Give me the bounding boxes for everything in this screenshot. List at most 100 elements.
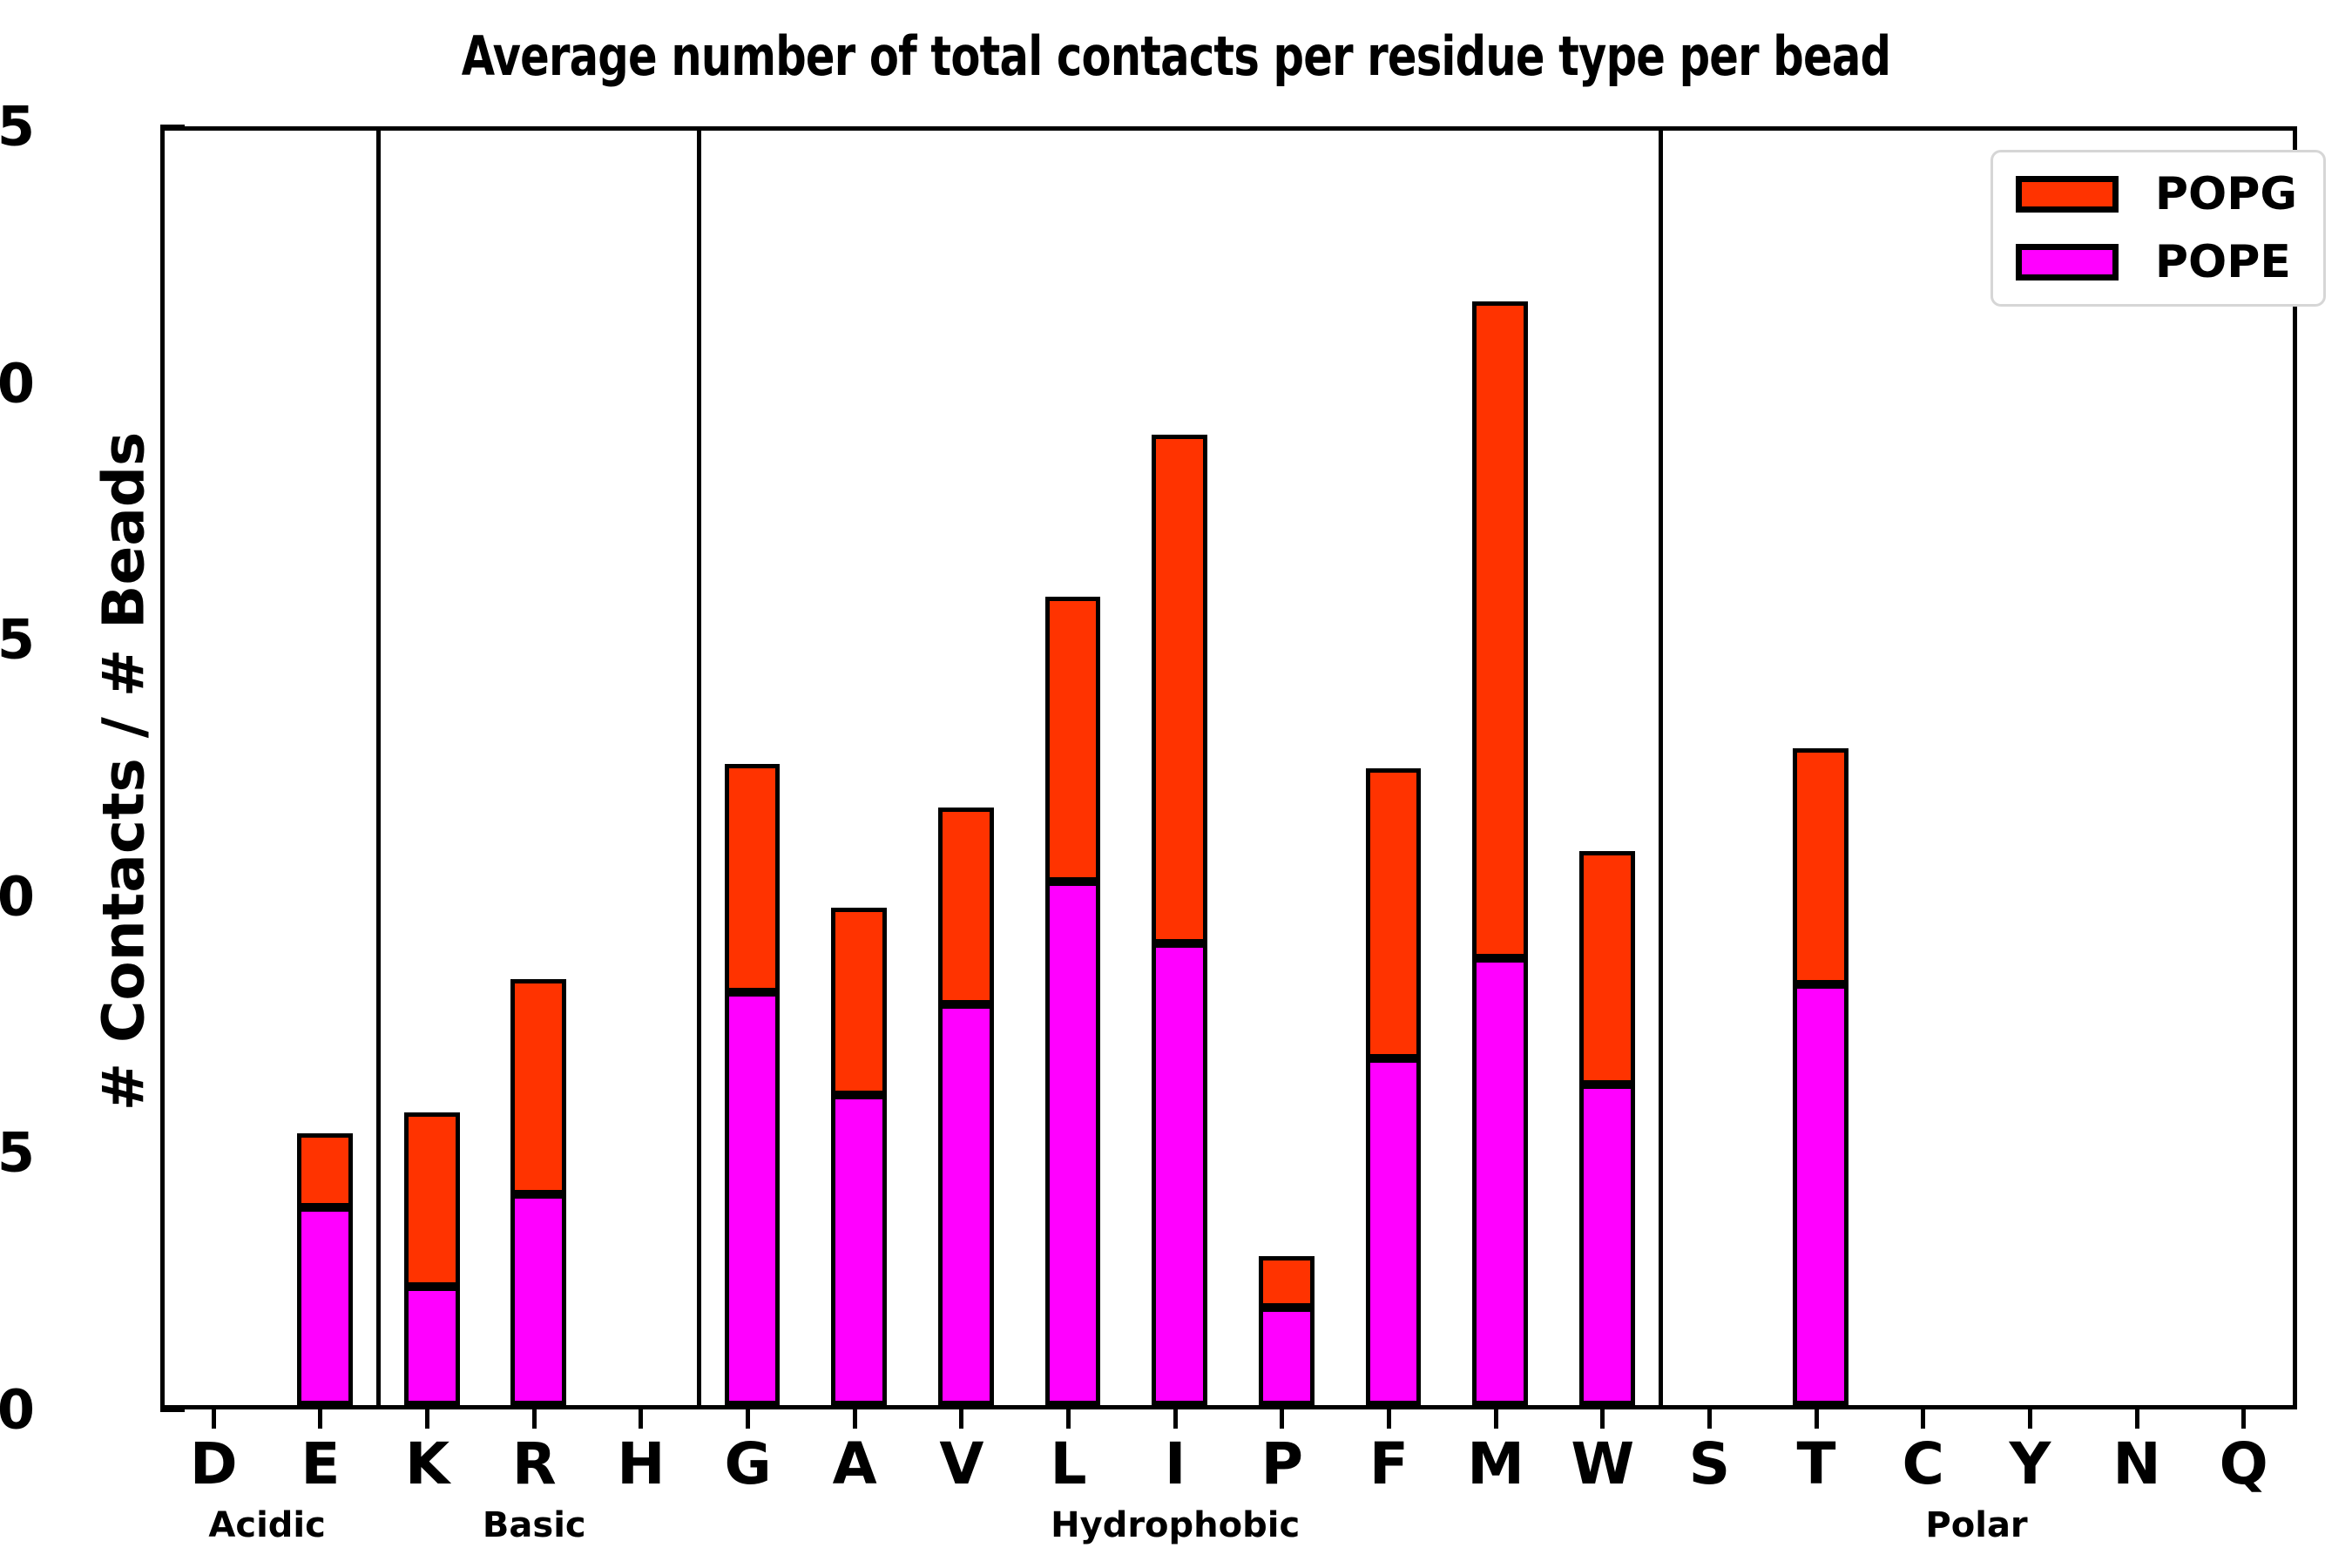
bar-segment-pope-A bbox=[831, 1094, 888, 1405]
x-tick-label-V: V bbox=[939, 1430, 984, 1497]
x-tick-label-L: L bbox=[1050, 1430, 1087, 1497]
x-tick-label-S: S bbox=[1688, 1430, 1731, 1497]
bar-segment-popg-F bbox=[1365, 768, 1422, 1059]
bar-G[interactable] bbox=[724, 763, 781, 1405]
bar-segment-pope-K bbox=[403, 1287, 460, 1405]
x-tick-F bbox=[1386, 1409, 1391, 1429]
x-tick-H bbox=[639, 1409, 644, 1429]
bar-A[interactable] bbox=[831, 907, 888, 1405]
bar-segment-pope-R bbox=[510, 1194, 567, 1405]
x-tick-label-N: N bbox=[2112, 1430, 2161, 1497]
group-label-basic: Basic bbox=[482, 1505, 586, 1545]
x-tick-label-A: A bbox=[832, 1430, 877, 1497]
chart-title: Average number of total contacts per res… bbox=[461, 24, 1891, 88]
x-tick-Q bbox=[2241, 1409, 2247, 1429]
bar-I[interactable] bbox=[1152, 435, 1208, 1405]
x-tick-M bbox=[1493, 1409, 1498, 1429]
y-tick-label-0.0: 0.0 bbox=[0, 1377, 35, 1442]
bar-segment-pope-G bbox=[724, 991, 781, 1405]
bar-K[interactable] bbox=[403, 1112, 460, 1405]
legend-label-pope: POPE bbox=[2154, 236, 2291, 288]
group-separator-basic bbox=[696, 131, 701, 1405]
bar-T[interactable] bbox=[1793, 747, 1848, 1405]
bar-segment-popg-A bbox=[831, 907, 888, 1095]
bar-segment-popg-P bbox=[1258, 1256, 1315, 1308]
y-tick-label-1.0: 1.0 bbox=[0, 864, 35, 929]
bar-segment-pope-W bbox=[1578, 1084, 1635, 1405]
y-axis-label: # Contacts / # Beads bbox=[90, 431, 158, 1111]
x-tick-label-M: M bbox=[1467, 1430, 1524, 1497]
bar-F[interactable] bbox=[1365, 768, 1422, 1405]
bar-M[interactable] bbox=[1472, 301, 1528, 1405]
x-tick-Y bbox=[2027, 1409, 2032, 1429]
x-tick-R bbox=[531, 1409, 537, 1429]
legend-item-popg[interactable]: POPG bbox=[2015, 168, 2297, 220]
bar-W[interactable] bbox=[1578, 850, 1635, 1405]
bar-segment-popg-R bbox=[510, 978, 567, 1195]
legend-swatch-popg bbox=[2015, 176, 2119, 213]
x-tick-label-E: E bbox=[301, 1430, 341, 1497]
x-tick-label-W: W bbox=[1571, 1430, 1635, 1497]
x-tick-N bbox=[2134, 1409, 2139, 1429]
bars-layer bbox=[165, 131, 2293, 1405]
bar-segment-popg-E bbox=[297, 1132, 353, 1208]
x-tick-label-D: D bbox=[189, 1430, 238, 1497]
bar-segment-popg-V bbox=[937, 807, 994, 1005]
x-tick-T bbox=[1814, 1409, 1819, 1429]
x-tick-I bbox=[1173, 1409, 1178, 1429]
x-tick-G bbox=[746, 1409, 751, 1429]
legend-swatch-pope bbox=[2015, 244, 2119, 280]
bar-segment-pope-T bbox=[1793, 983, 1848, 1405]
group-label-polar: Polar bbox=[1925, 1505, 2028, 1545]
bar-segment-popg-G bbox=[724, 763, 781, 992]
x-tick-label-R: R bbox=[511, 1430, 557, 1497]
x-tick-label-H: H bbox=[617, 1430, 666, 1497]
x-tick-label-Q: Q bbox=[2219, 1430, 2268, 1497]
bar-segment-pope-L bbox=[1044, 882, 1101, 1405]
y-tick-label-2.5: 2.5 bbox=[0, 94, 35, 159]
y-tick-label-1.5: 1.5 bbox=[0, 607, 35, 672]
x-tick-label-F: F bbox=[1369, 1430, 1409, 1497]
plot-area bbox=[160, 126, 2297, 1409]
x-tick-P bbox=[1280, 1409, 1285, 1429]
x-tick-label-Y: Y bbox=[2009, 1430, 2051, 1497]
x-tick-L bbox=[1066, 1409, 1071, 1429]
y-axis-label-holder: # Contacts / # Beads bbox=[52, 126, 158, 1409]
x-tick-E bbox=[318, 1409, 323, 1429]
bar-V[interactable] bbox=[937, 807, 994, 1405]
x-tick-label-P: P bbox=[1260, 1430, 1303, 1497]
legend-label-popg: POPG bbox=[2154, 168, 2297, 220]
bar-P[interactable] bbox=[1258, 1256, 1315, 1405]
bar-R[interactable] bbox=[510, 978, 567, 1405]
bar-L[interactable] bbox=[1044, 597, 1101, 1405]
legend-item-pope[interactable]: POPE bbox=[2015, 236, 2297, 288]
bar-segment-pope-F bbox=[1365, 1058, 1422, 1405]
chart-legend: POPG POPE bbox=[1990, 150, 2326, 307]
bar-segment-pope-I bbox=[1152, 943, 1208, 1405]
bar-segment-pope-M bbox=[1472, 958, 1528, 1405]
x-tick-label-T: T bbox=[1796, 1430, 1836, 1497]
bar-segment-popg-M bbox=[1472, 301, 1528, 959]
x-tick-D bbox=[211, 1409, 216, 1429]
group-label-hydrophobic: Hydrophobic bbox=[1051, 1505, 1301, 1545]
bar-segment-popg-L bbox=[1044, 597, 1101, 882]
group-separator-hydrophobic bbox=[1658, 131, 1663, 1405]
bar-segment-pope-V bbox=[937, 1004, 994, 1405]
bar-segment-popg-T bbox=[1793, 747, 1848, 984]
x-tick-label-K: K bbox=[405, 1430, 450, 1497]
bar-segment-popg-W bbox=[1578, 850, 1635, 1085]
x-tick-W bbox=[1600, 1409, 1605, 1429]
bar-E[interactable] bbox=[297, 1132, 353, 1405]
x-tick-V bbox=[959, 1409, 964, 1429]
x-tick-A bbox=[852, 1409, 857, 1429]
x-tick-label-G: G bbox=[724, 1430, 772, 1497]
bar-segment-popg-I bbox=[1152, 435, 1208, 943]
x-tick-C bbox=[1921, 1409, 1926, 1429]
group-separator-acidic bbox=[375, 131, 381, 1405]
y-tick-label-0.5: 0.5 bbox=[0, 1120, 35, 1185]
x-tick-S bbox=[1707, 1409, 1712, 1429]
y-tick-label-2.0: 2.0 bbox=[0, 351, 35, 416]
bar-segment-pope-P bbox=[1258, 1308, 1315, 1405]
x-tick-label-I: I bbox=[1164, 1430, 1186, 1497]
